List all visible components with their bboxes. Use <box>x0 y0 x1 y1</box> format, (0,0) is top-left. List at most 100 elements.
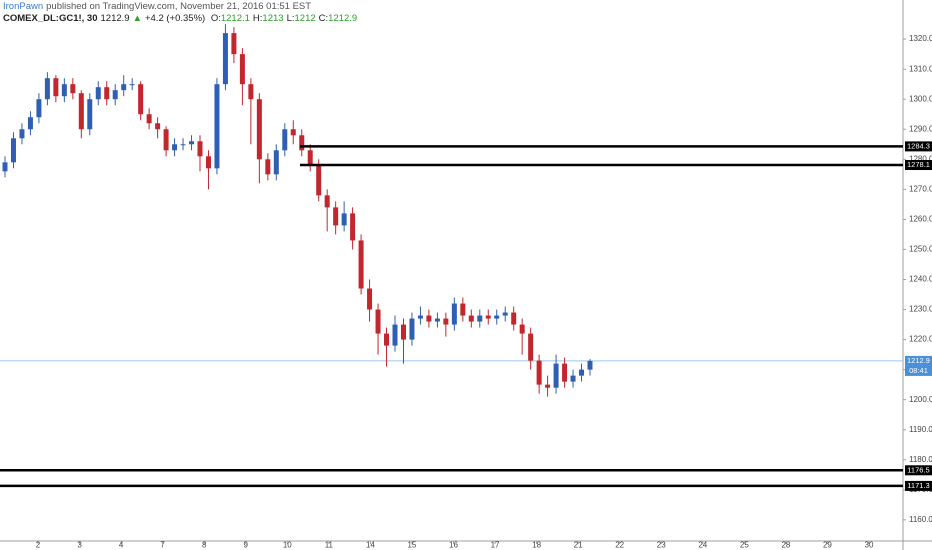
candle-body <box>36 99 42 118</box>
x-tick-label: 29 <box>823 541 832 550</box>
candle-body <box>451 303 457 325</box>
x-tick-label: 25 <box>740 541 749 550</box>
candle-body <box>19 129 25 139</box>
candle-body <box>146 114 152 124</box>
candle-body <box>27 117 33 130</box>
countdown-tag <box>905 365 932 376</box>
candle-body <box>536 360 542 385</box>
candle-body <box>155 123 161 130</box>
candle-body <box>273 150 279 175</box>
candle-body <box>222 33 228 85</box>
y-tick-label: 1260.0 <box>909 215 932 224</box>
candle-body <box>256 99 262 160</box>
level-tag <box>905 160 932 171</box>
candle-body <box>214 84 220 169</box>
x-tick-label: 3 <box>77 541 82 550</box>
candle-body <box>10 138 16 163</box>
candle-body <box>44 78 50 100</box>
candle-body <box>587 360 593 370</box>
y-tick-label: 1160.0 <box>909 515 932 524</box>
level-label: 1171.3 <box>907 481 929 490</box>
ohlc-label: C: <box>318 13 329 24</box>
candle-body <box>87 99 93 130</box>
change: +4.2 (+0.35%) <box>144 13 206 24</box>
candle-body <box>78 93 84 130</box>
candle-body <box>231 33 237 55</box>
last-price-label: 1212.9 <box>907 356 930 365</box>
x-tick-label: 24 <box>698 541 707 550</box>
ohlc-label: O: <box>210 13 221 24</box>
x-tick-label: 11 <box>325 541 334 550</box>
candle-body <box>265 159 271 175</box>
candle-body <box>468 315 474 322</box>
y-tick-label: 1240.0 <box>909 275 932 284</box>
y-tick-label: 1270.0 <box>909 184 932 193</box>
candle-body <box>477 315 483 322</box>
candle-body <box>172 144 178 151</box>
x-tick-label: 23 <box>657 541 666 550</box>
candle-body <box>70 84 76 94</box>
candle-body <box>197 141 203 157</box>
candle-body <box>53 78 59 97</box>
last-price: 1212.9 <box>100 13 130 24</box>
candle-body <box>519 324 525 334</box>
candle-body <box>367 288 373 310</box>
x-tick-label: 17 <box>491 541 500 550</box>
level-label: 1284.3 <box>907 141 930 150</box>
x-tick-label: 18 <box>532 541 541 550</box>
candle-body <box>163 129 169 151</box>
x-tick-label: 9 <box>244 541 249 550</box>
y-tick-label: 1230.0 <box>909 305 932 314</box>
ohlc-value: 1213 <box>262 13 284 24</box>
candle-body <box>248 84 254 100</box>
candle-body <box>375 309 381 334</box>
candle-body <box>341 213 347 226</box>
x-tick-label: 22 <box>615 541 624 550</box>
x-tick-label: 28 <box>781 541 790 550</box>
candle-body <box>460 303 466 316</box>
candle-body <box>553 363 559 388</box>
arrow: ▲ <box>132 13 142 24</box>
candle-body <box>502 312 508 316</box>
candle-body <box>409 318 415 340</box>
candle-body <box>350 213 356 241</box>
last-price-tag <box>905 355 932 366</box>
y-tick-label: 1310.0 <box>909 64 932 73</box>
candle-body <box>528 333 534 361</box>
candle-body <box>417 315 423 319</box>
candle-body <box>189 141 195 145</box>
candle-body <box>384 333 390 346</box>
candle-body <box>2 162 8 172</box>
y-tick-label: 1180.0 <box>909 455 932 464</box>
candle-body <box>316 165 322 196</box>
level-label: 1176.5 <box>907 465 929 474</box>
ohlc-value: 1212.9 <box>328 13 358 24</box>
y-tick-label: 1300.0 <box>909 94 932 103</box>
x-tick-label: 7 <box>160 541 165 550</box>
candle-body <box>112 90 118 100</box>
candle-body <box>61 84 67 97</box>
candle-body <box>290 129 296 136</box>
x-tick-label: 14 <box>366 541 375 550</box>
x-tick-label: 21 <box>574 541 583 550</box>
y-tick-label: 1250.0 <box>909 245 932 254</box>
candle-body <box>180 144 186 146</box>
candle-body <box>485 315 491 319</box>
symbol: COMEX_DL:GC1!, 30 <box>3 13 98 24</box>
y-tick-label: 1280.0 <box>909 154 932 163</box>
candle-body <box>400 324 406 340</box>
candle-body <box>307 150 313 166</box>
candle-body <box>104 87 110 100</box>
candle-body <box>579 369 585 376</box>
x-tick-label: 4 <box>119 541 124 550</box>
candle-body <box>358 240 364 289</box>
published: published on TradingView.com, November 2… <box>46 1 312 12</box>
author[interactable]: IronPawn <box>3 1 44 12</box>
candle-body <box>282 129 288 151</box>
level-tag <box>905 465 932 476</box>
candle-body <box>443 318 449 325</box>
candle-body <box>121 84 127 91</box>
candle-body <box>392 324 398 346</box>
